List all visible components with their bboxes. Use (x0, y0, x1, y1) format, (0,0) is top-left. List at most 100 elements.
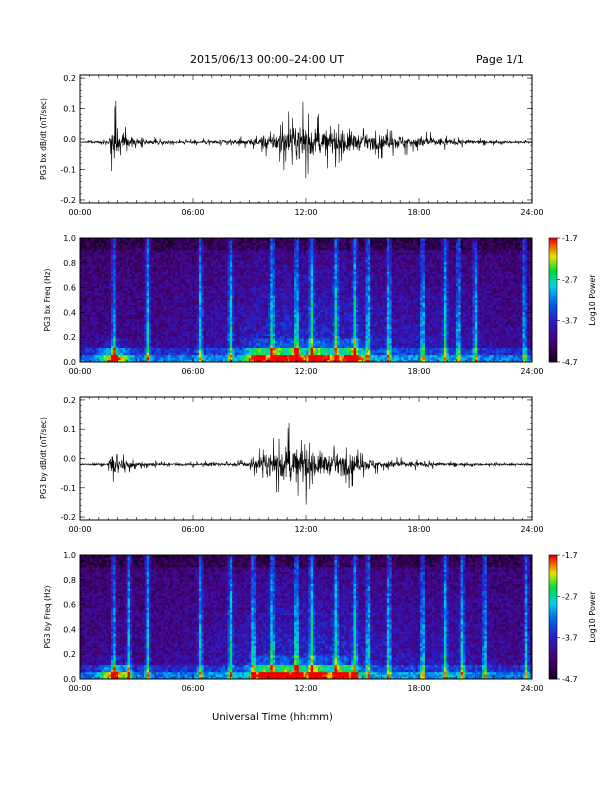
heatmap-cell (177, 352, 181, 356)
heatmap-cell (175, 266, 178, 270)
heatmap-cell (244, 285, 247, 289)
heatmap-cell (217, 254, 221, 258)
heatmap-cell (99, 357, 102, 360)
heatmap-cell (129, 295, 133, 298)
heatmap-cell (182, 326, 185, 329)
heatmap-cell (94, 345, 97, 348)
heatmap-cell (177, 347, 181, 351)
heatmap-cell (220, 307, 224, 310)
heatmap-cell (275, 321, 278, 325)
heatmap-cell (251, 273, 254, 277)
heatmap-cell (156, 350, 159, 353)
heatmap-cell (239, 295, 243, 298)
heatmap-cell (148, 304, 152, 308)
heatmap-cell (248, 278, 252, 282)
heatmap-cell (153, 261, 157, 265)
heatmap-cell (258, 278, 262, 282)
heatmap-cell (225, 269, 228, 272)
heatmap-cell (239, 354, 243, 358)
heatmap-cell (182, 254, 185, 258)
heatmap-cell (260, 295, 264, 298)
heatmap-cell (125, 300, 128, 303)
heatmap-cell (256, 309, 259, 313)
heatmap-cell (244, 273, 247, 277)
heatmap-cell (232, 323, 235, 327)
heatmap-cell (296, 345, 300, 348)
heatmap-cell (241, 309, 245, 313)
heatmap-cell (296, 333, 300, 337)
heatmap-cell (187, 249, 190, 253)
heatmap-cell (115, 245, 119, 248)
heatmap-cell (187, 280, 190, 284)
heatmap-cell (91, 347, 95, 351)
heatmap-cell (168, 245, 171, 248)
heatmap-cell (101, 347, 105, 351)
heatmap-cell (213, 269, 216, 272)
heatmap-cell (225, 261, 228, 265)
heatmap-cell (115, 342, 119, 346)
heatmap-cell (151, 354, 155, 358)
heatmap-cell (244, 254, 247, 258)
heatmap-cell (156, 304, 159, 308)
heatmap-cell (282, 252, 285, 255)
heatmap-cell (106, 342, 109, 346)
heatmap-cell (275, 326, 278, 329)
heatmap-cell (108, 352, 112, 356)
heatmap-cell (213, 314, 216, 317)
heatmap-cell (251, 307, 254, 310)
heatmap-cell (139, 238, 143, 241)
heatmap-cell (210, 297, 214, 301)
heatmap-cell (175, 261, 178, 265)
heatmap-cell (258, 316, 262, 320)
heatmap-cell (284, 249, 288, 253)
heatmap-cell (120, 276, 124, 279)
heatmap-cell (191, 292, 195, 296)
heatmap-cell (113, 338, 116, 341)
heatmap-cell (115, 345, 119, 348)
heatmap-cell (217, 309, 221, 313)
heatmap-cell (144, 273, 147, 277)
heatmap-cell (144, 257, 147, 260)
heatmap-cell (289, 288, 293, 291)
heatmap-cell (194, 338, 197, 341)
heatmap-cell (182, 290, 185, 294)
heatmap-cell (168, 302, 171, 306)
heatmap-cell (208, 290, 212, 294)
heatmap-cell (106, 314, 109, 317)
heatmap-cell (237, 257, 240, 260)
heatmap-cell (253, 326, 257, 329)
heatmap-cell (115, 257, 119, 260)
heatmap-cell (253, 319, 257, 322)
heatmap-cell (132, 242, 136, 246)
heatmap-cell (153, 323, 157, 327)
heatmap-cell (210, 354, 214, 358)
heatmap-cell (196, 307, 200, 310)
heatmap-cell (239, 323, 243, 327)
heatmap-cell (134, 352, 138, 356)
heatmap-cell (286, 309, 290, 313)
heatmap-cell (201, 338, 205, 341)
heatmap-cell (272, 261, 276, 265)
heatmap-cell (163, 269, 166, 272)
heatmap-cell (206, 264, 209, 267)
heatmap-cell (277, 261, 281, 265)
heatmap-cell (291, 297, 295, 301)
heatmap-cell (170, 295, 174, 298)
heatmap-cell (291, 292, 295, 296)
heatmap-cell (217, 354, 221, 358)
heatmap-cell (279, 242, 283, 246)
heatmap-cell (146, 357, 150, 360)
heatmap-cell (289, 352, 293, 356)
heatmap-cell (160, 314, 164, 317)
heatmap-cell (279, 342, 283, 346)
heatmap-cell (227, 269, 231, 272)
heatmap-cell (227, 249, 231, 253)
heatmap-cell (251, 300, 254, 303)
heatmap-cell (84, 292, 88, 296)
heatmap-cell (177, 290, 181, 294)
heatmap-cell (134, 240, 138, 244)
heatmap-cell (203, 326, 207, 329)
heatmap-cell (122, 254, 126, 258)
heatmap-cell (187, 331, 190, 334)
heatmap-cell (108, 240, 112, 244)
